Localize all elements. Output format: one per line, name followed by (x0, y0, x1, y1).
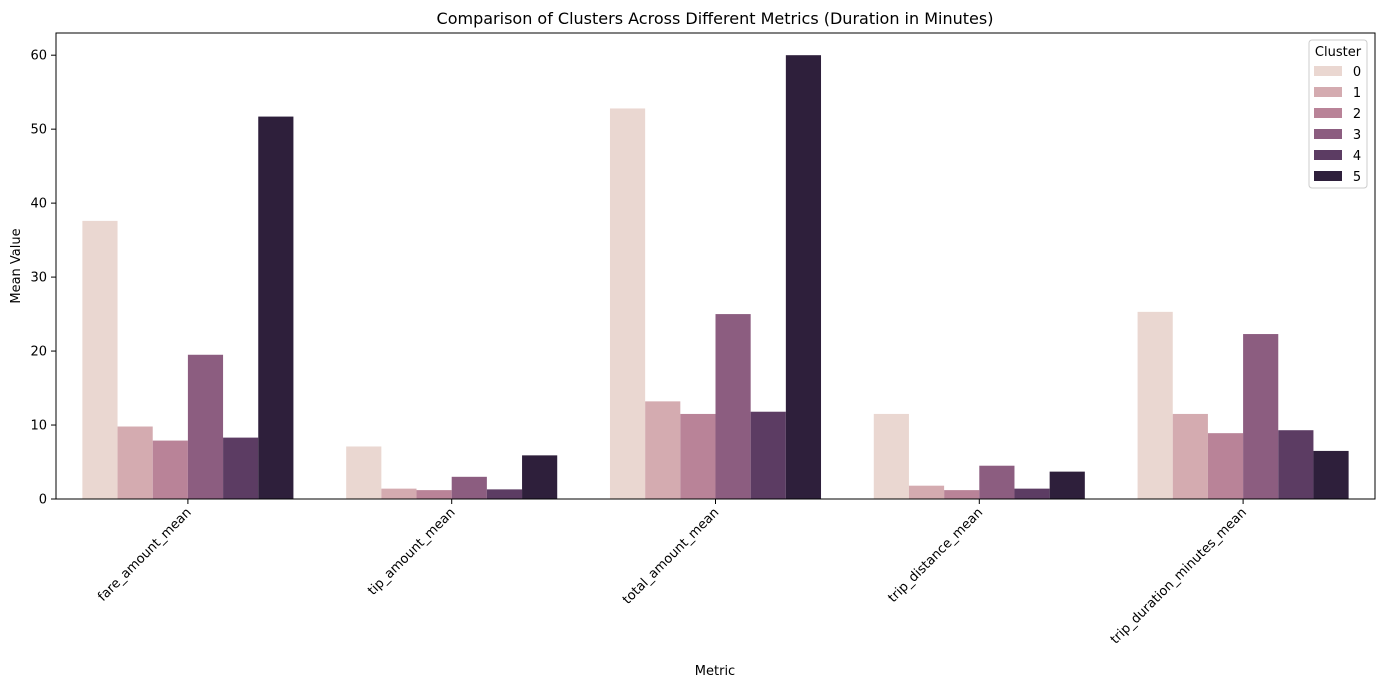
bars-group (82, 55, 1349, 499)
bar-cluster-0-total_amount_mean (609, 108, 646, 499)
x-axis-label: Metric (695, 664, 735, 679)
x-tick-label: tip_amount_mean (365, 505, 458, 598)
legend-swatch-1 (1314, 87, 1342, 97)
legend-label-4: 4 (1353, 149, 1361, 164)
y-tick-label: 30 (30, 271, 47, 286)
legend-title: Cluster (1315, 45, 1362, 60)
y-axis-label: Mean Value (9, 228, 24, 303)
bar-cluster-1-trip_distance_mean (908, 485, 945, 499)
x-axis: fare_amount_mean tip_amount_mean total_amo… (95, 499, 1250, 647)
legend: Cluster 0 1 2 3 4 5 (1308, 39, 1368, 189)
bar-cluster-0-trip_duration_minutes_mean (1137, 311, 1173, 499)
bar-cluster-4-trip_duration_minutes_mean (1278, 430, 1314, 499)
y-tick-label: 0 (39, 493, 47, 508)
x-tick-label: trip_duration_minutes_mean (1108, 505, 1250, 647)
legend-swatch-4 (1314, 150, 1342, 160)
bar-cluster-0-trip_distance_mean (873, 413, 909, 499)
bar-cluster-2-trip_duration_minutes_mean (1207, 433, 1244, 499)
y-tick-label: 40 (30, 197, 47, 212)
legend-label-0: 0 (1353, 65, 1361, 80)
legend-swatch-5 (1314, 171, 1342, 181)
bar-cluster-1-fare_amount_mean (117, 426, 153, 499)
x-tick-label: trip_distance_mean (886, 505, 987, 606)
bar-cluster-3-fare_amount_mean (187, 354, 224, 499)
bar-cluster-3-trip_duration_minutes_mean (1243, 334, 1279, 499)
y-tick-label: 60 (30, 49, 47, 64)
legend-swatch-2 (1314, 108, 1342, 118)
legend-label-3: 3 (1353, 128, 1361, 143)
bar-cluster-5-trip_distance_mean (1049, 471, 1085, 499)
bar-cluster-5-tip_amount_mean (522, 455, 558, 499)
legend-swatch-3 (1314, 129, 1342, 139)
bar-cluster-3-trip_distance_mean (979, 465, 1015, 499)
bar-cluster-1-trip_duration_minutes_mean (1172, 413, 1208, 499)
bar-cluster-4-trip_distance_mean (1014, 488, 1050, 499)
bar-cluster-5-fare_amount_mean (258, 116, 294, 499)
y-tick-label: 20 (30, 345, 47, 360)
bar-cluster-3-tip_amount_mean (451, 476, 487, 499)
bar-cluster-3-total_amount_mean (715, 314, 751, 499)
bar-cluster-2-trip_distance_mean (944, 490, 980, 499)
y-tick-label: 50 (30, 123, 47, 138)
legend-label-1: 1 (1353, 86, 1361, 101)
bar-cluster-2-tip_amount_mean (416, 490, 452, 499)
bar-cluster-4-fare_amount_mean (223, 437, 259, 499)
y-axis: 0 10 20 30 40 50 60 (30, 49, 56, 508)
bar-cluster-1-total_amount_mean (645, 401, 681, 499)
x-tick-label: fare_amount_mean (95, 505, 194, 604)
bar-cluster-1-tip_amount_mean (381, 488, 417, 499)
bar-cluster-5-trip_duration_minutes_mean (1313, 450, 1349, 499)
bar-cluster-4-total_amount_mean (750, 411, 786, 499)
bar-cluster-0-fare_amount_mean (82, 220, 118, 499)
bar-cluster-2-fare_amount_mean (152, 440, 188, 499)
y-tick-label: 10 (30, 419, 47, 434)
legend-label-2: 2 (1353, 107, 1361, 122)
legend-label-5: 5 (1353, 170, 1361, 185)
legend-swatch-0 (1314, 66, 1342, 76)
chart-title: Comparison of Clusters Across Different … (437, 9, 994, 28)
x-tick-label: total_amount_mean (620, 505, 722, 607)
bar-cluster-0-tip_amount_mean (346, 446, 382, 499)
bar-cluster-4-tip_amount_mean (486, 489, 523, 499)
bar-cluster-2-total_amount_mean (680, 413, 716, 499)
bar-cluster-5-total_amount_mean (785, 55, 822, 499)
